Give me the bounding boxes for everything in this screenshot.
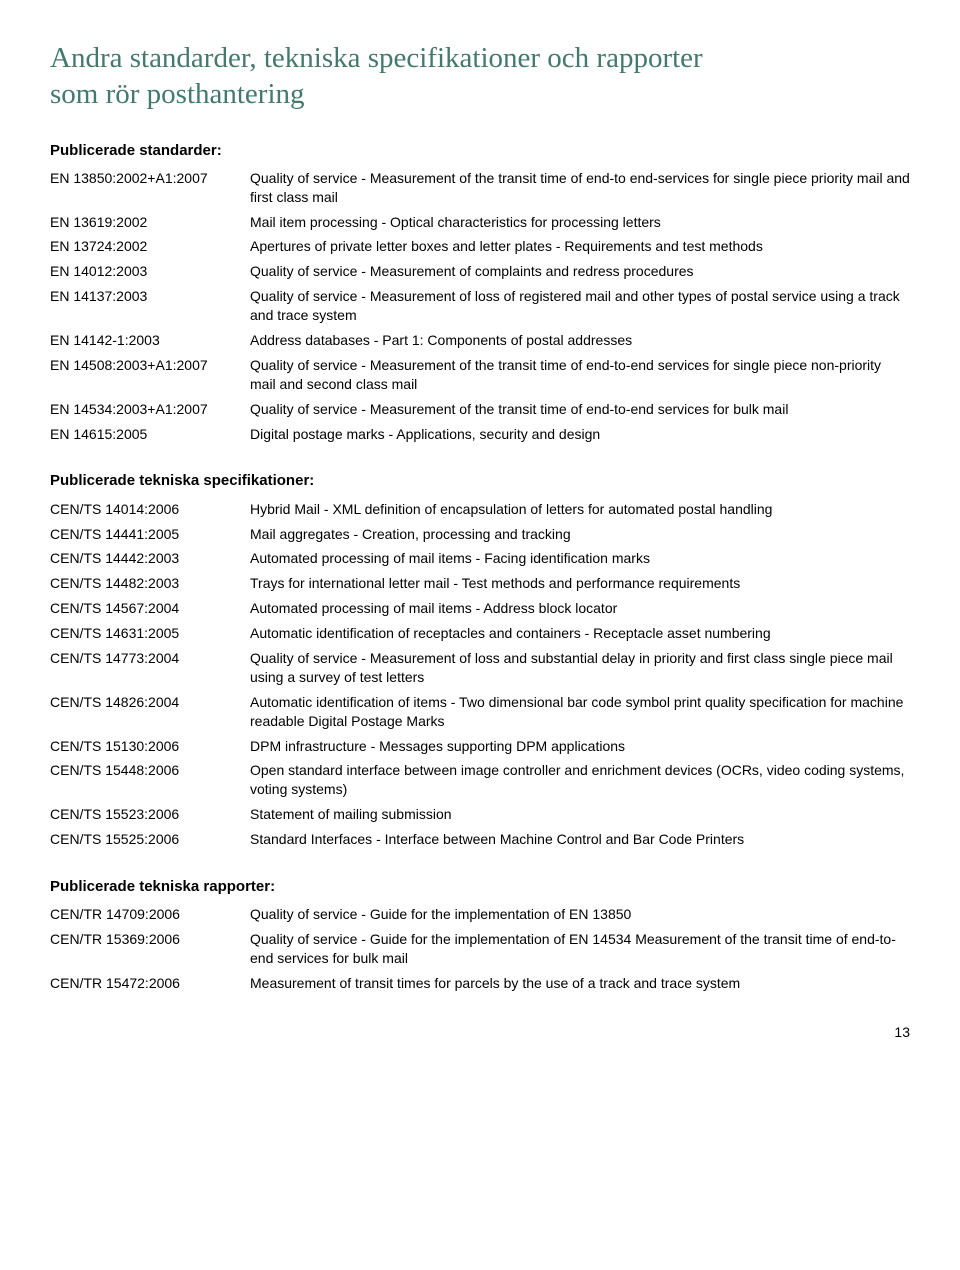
standard-description: Open standard interface between image co… <box>250 761 910 799</box>
standard-entry: CEN/TS 14482:2003Trays for international… <box>50 574 910 593</box>
section-heading: Publicerade tekniska specifikationer: <box>50 471 910 491</box>
standard-entry: CEN/TS 15525:2006Standard Interfaces - I… <box>50 830 910 849</box>
standard-code: CEN/TS 14567:2004 <box>50 599 250 618</box>
standard-entry: CEN/TS 15523:2006Statement of mailing su… <box>50 805 910 824</box>
standard-code: EN 14012:2003 <box>50 262 250 281</box>
standard-description: Automatic identification of receptacles … <box>250 624 910 643</box>
standard-entry: CEN/TS 14631:2005Automatic identificatio… <box>50 624 910 643</box>
standard-description: Trays for international letter mail - Te… <box>250 574 910 593</box>
standard-code: CEN/TS 14631:2005 <box>50 624 250 643</box>
standard-entry: CEN/TS 14773:2004Quality of service - Me… <box>50 649 910 687</box>
standard-entry: CEN/TR 15369:2006Quality of service - Gu… <box>50 930 910 968</box>
standard-code: CEN/TR 15369:2006 <box>50 930 250 949</box>
page-number: 13 <box>50 1023 910 1042</box>
standard-entry: CEN/TR 15472:2006Measurement of transit … <box>50 974 910 993</box>
title-line-1: Andra standarder, tekniska specifikation… <box>50 42 703 74</box>
standard-description: Quality of service - Measurement of the … <box>250 400 910 419</box>
standard-entry: EN 14137:2003Quality of service - Measur… <box>50 287 910 325</box>
standard-code: EN 14137:2003 <box>50 287 250 306</box>
section-heading: Publicerade tekniska rapporter: <box>50 877 910 897</box>
standard-code: CEN/TS 14826:2004 <box>50 693 250 712</box>
standard-entry: EN 13850:2002+A1:2007Quality of service … <box>50 169 910 207</box>
standard-entry: CEN/TS 15130:2006DPM infrastructure - Me… <box>50 737 910 756</box>
standard-description: Automated processing of mail items - Fac… <box>250 549 910 568</box>
standard-description: Quality of service - Measurement of loss… <box>250 287 910 325</box>
standard-description: Quality of service - Measurement of comp… <box>250 262 910 281</box>
section-heading: Publicerade standarder: <box>50 141 910 161</box>
standard-code: CEN/TS 15130:2006 <box>50 737 250 756</box>
standard-description: Apertures of private letter boxes and le… <box>250 237 910 256</box>
standard-code: EN 13724:2002 <box>50 237 250 256</box>
standard-description: Quality of service - Measurement of the … <box>250 356 910 394</box>
standard-code: CEN/TS 15525:2006 <box>50 830 250 849</box>
standard-description: Digital postage marks - Applications, se… <box>250 425 910 444</box>
standard-description: DPM infrastructure - Messages supporting… <box>250 737 910 756</box>
standard-entry: EN 14534:2003+A1:2007Quality of service … <box>50 400 910 419</box>
standard-description: Automatic identification of items - Two … <box>250 693 910 731</box>
standard-entry: EN 13724:2002Apertures of private letter… <box>50 237 910 256</box>
title-line-2: som rör posthantering <box>50 78 305 110</box>
standard-description: Statement of mailing submission <box>250 805 910 824</box>
standard-entry: CEN/TS 14442:2003Automated processing of… <box>50 549 910 568</box>
standard-entry: EN 14012:2003Quality of service - Measur… <box>50 262 910 281</box>
standard-entry: CEN/TS 14567:2004Automated processing of… <box>50 599 910 618</box>
standard-description: Quality of service - Guide for the imple… <box>250 905 910 924</box>
standard-description: Quality of service - Measurement of the … <box>250 169 910 207</box>
standard-entry: EN 14142-1:2003Address databases - Part … <box>50 331 910 350</box>
standard-code: EN 14142-1:2003 <box>50 331 250 350</box>
standard-description: Quality of service - Guide for the imple… <box>250 930 910 968</box>
standard-description: Automated processing of mail items - Add… <box>250 599 910 618</box>
standard-code: CEN/TS 14482:2003 <box>50 574 250 593</box>
standard-entry: EN 14615:2005Digital postage marks - App… <box>50 425 910 444</box>
standard-entry: CEN/TS 15448:2006Open standard interface… <box>50 761 910 799</box>
standard-description: Standard Interfaces - Interface between … <box>250 830 910 849</box>
standard-code: CEN/TS 14442:2003 <box>50 549 250 568</box>
standard-entry: EN 13619:2002Mail item processing - Opti… <box>50 213 910 232</box>
standard-description: Hybrid Mail - XML definition of encapsul… <box>250 500 910 519</box>
standard-code: EN 14615:2005 <box>50 425 250 444</box>
standard-code: CEN/TR 15472:2006 <box>50 974 250 993</box>
standard-code: EN 13850:2002+A1:2007 <box>50 169 250 188</box>
standard-code: CEN/TS 14773:2004 <box>50 649 250 668</box>
standard-code: EN 14534:2003+A1:2007 <box>50 400 250 419</box>
standard-description: Measurement of transit times for parcels… <box>250 974 910 993</box>
standard-code: CEN/TS 14014:2006 <box>50 500 250 519</box>
standard-entry: CEN/TS 14826:2004Automatic identificatio… <box>50 693 910 731</box>
standard-code: CEN/TS 14441:2005 <box>50 525 250 544</box>
document-title: Andra standarder, tekniska specifikation… <box>50 40 910 113</box>
standard-entry: CEN/TS 14441:2005Mail aggregates - Creat… <box>50 525 910 544</box>
standard-entry: CEN/TS 14014:2006Hybrid Mail - XML defin… <box>50 500 910 519</box>
standard-entry: EN 14508:2003+A1:2007Quality of service … <box>50 356 910 394</box>
standard-code: CEN/TR 14709:2006 <box>50 905 250 924</box>
standard-entry: CEN/TR 14709:2006Quality of service - Gu… <box>50 905 910 924</box>
standard-code: EN 13619:2002 <box>50 213 250 232</box>
standard-code: CEN/TS 15448:2006 <box>50 761 250 780</box>
standard-code: EN 14508:2003+A1:2007 <box>50 356 250 375</box>
standard-description: Quality of service - Measurement of loss… <box>250 649 910 687</box>
standard-description: Address databases - Part 1: Components o… <box>250 331 910 350</box>
sections-container: Publicerade standarder: EN 13850:2002+A1:… <box>50 141 910 993</box>
standard-description: Mail aggregates - Creation, processing a… <box>250 525 910 544</box>
standard-description: Mail item processing - Optical character… <box>250 213 910 232</box>
standard-code: CEN/TS 15523:2006 <box>50 805 250 824</box>
